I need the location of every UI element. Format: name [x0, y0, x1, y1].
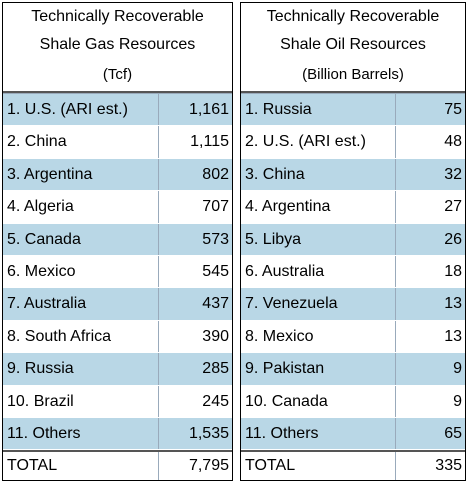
resource-value: 26 — [444, 230, 462, 248]
country-name: 4. Algeria — [3, 191, 159, 223]
resource-value: 390 — [202, 327, 229, 345]
country-name: 2. China — [3, 126, 159, 158]
table-row: 6. Mexico 545 — [3, 255, 232, 289]
resource-value: 9 — [453, 392, 462, 410]
table-row: 10. Brazil 245 — [3, 385, 232, 418]
oil-unit: (Billion Barrels) — [241, 59, 465, 93]
resource-value: 13 — [444, 295, 462, 313]
resource-value: 802 — [202, 165, 229, 183]
resource-value: 1,115 — [190, 133, 229, 151]
resource-value: 245 — [202, 392, 229, 410]
table-row: 4. Argentina 27 — [241, 191, 465, 224]
country-name: 1. U.S. (ARI est.) — [3, 94, 159, 126]
country-name: 9. Pakistan — [241, 353, 396, 385]
gas-title-line2: Shale Gas Resources — [39, 36, 196, 53]
country-name: 11. Others — [241, 417, 396, 450]
country-name: 4. Argentina — [241, 191, 396, 223]
table-row: 9. Russia 285 — [3, 353, 232, 386]
table-row: 8. South Africa 390 — [3, 320, 232, 354]
shale-gas-table: Technically Recoverable Shale Gas Resour… — [2, 2, 233, 481]
table-row: 9. Pakistan 9 — [241, 353, 465, 386]
resource-value: 27 — [444, 198, 462, 216]
resource-value: 13 — [444, 327, 462, 345]
country-name: 1. Russia — [241, 94, 396, 126]
country-name: 2. U.S. (ARI est.) — [241, 126, 396, 158]
total-value: 335 — [435, 457, 462, 475]
country-name: 5. Libya — [241, 223, 396, 255]
oil-title-line1: Technically Recoverable — [266, 8, 440, 25]
table-row: 7. Venezuela 13 — [241, 288, 465, 321]
gas-rows: 1. U.S. (ARI est.) 1,161 2. China 1,115 3.… — [3, 94, 232, 481]
resource-value: 75 — [444, 101, 462, 118]
table-row: 10. Canada 9 — [241, 385, 465, 418]
table-row: 2. China 1,115 — [3, 126, 232, 159]
shale-oil-table: Technically Recoverable Shale Oil Resour… — [240, 2, 466, 481]
gas-title-line1: Technically Recoverable — [31, 8, 204, 25]
total-label: TOTAL — [241, 452, 396, 481]
oil-title-line2: Shale Oil Resources — [280, 36, 426, 53]
total-label: TOTAL — [3, 452, 159, 481]
table-row: 6. Australia 18 — [241, 255, 465, 289]
table-row: 2. U.S. (ARI est.) 48 — [241, 126, 465, 159]
country-name: 7. Australia — [3, 288, 159, 320]
table-row: 8. Mexico 13 — [241, 320, 465, 354]
country-name: 6. Mexico — [3, 255, 159, 288]
table-row: 3. Argentina 802 — [3, 158, 232, 192]
total-value: 7,795 — [188, 457, 229, 475]
total-row: TOTAL 335 — [241, 450, 465, 481]
table-row: 4. Algeria 707 — [3, 191, 232, 224]
resource-value: 9 — [453, 360, 462, 378]
table-row: 1. U.S. (ARI est.) 1,161 — [3, 94, 232, 127]
country-name: 9. Russia — [3, 353, 159, 385]
country-name: 3. China — [241, 158, 396, 191]
gas-table-header: Technically Recoverable Shale Gas Resour… — [3, 3, 232, 94]
table-row: 7. Australia 437 — [3, 288, 232, 321]
table-row: 11. Others 65 — [241, 417, 465, 451]
country-name: 10. Canada — [241, 385, 396, 417]
resource-value: 573 — [202, 230, 229, 248]
resource-value: 545 — [202, 262, 229, 280]
country-name: 5. Canada — [3, 223, 159, 255]
table-row: 5. Canada 573 — [3, 223, 232, 256]
resource-value: 18 — [444, 262, 462, 280]
resource-value: 437 — [202, 295, 229, 313]
total-row: TOTAL 7,795 — [3, 450, 232, 481]
resource-value: 32 — [444, 165, 462, 183]
country-name: 7. Venezuela — [241, 288, 396, 320]
table-row: 11. Others 1,535 — [3, 417, 232, 451]
table-row: 3. China 32 — [241, 158, 465, 192]
oil-rows: 1. Russia 75 2. U.S. (ARI est.) 48 3. Chin… — [241, 94, 465, 481]
resource-value: 285 — [202, 360, 229, 378]
country-name: 3. Argentina — [3, 158, 159, 191]
resource-value: 48 — [444, 133, 462, 151]
country-name: 8. South Africa — [3, 320, 159, 353]
table-row: 1. Russia 75 — [241, 94, 465, 127]
resource-value: 1,161 — [188, 101, 229, 118]
resource-value: 65 — [444, 424, 462, 442]
resource-value: 707 — [202, 198, 229, 216]
country-name: 11. Others — [3, 417, 159, 450]
gas-unit: (Tcf) — [3, 59, 232, 93]
oil-table-header: Technically Recoverable Shale Oil Resour… — [241, 3, 465, 94]
country-name: 8. Mexico — [241, 320, 396, 353]
table-row: 5. Libya 26 — [241, 223, 465, 256]
country-name: 6. Australia — [241, 255, 396, 288]
resource-value: 1,535 — [188, 424, 229, 442]
country-name: 10. Brazil — [3, 385, 159, 417]
